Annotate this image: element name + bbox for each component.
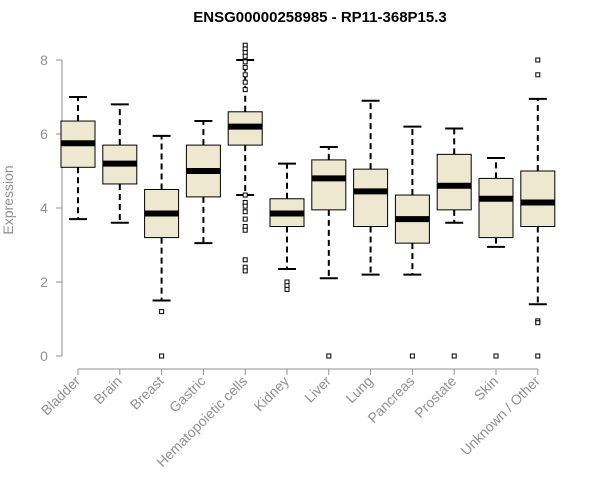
x-tick-label: Lung	[342, 373, 375, 406]
outlier-point	[535, 320, 541, 326]
box-gastric	[185, 120, 221, 245]
x-tick-label: Skin	[471, 373, 502, 404]
box-liver	[311, 145, 347, 359]
x-tick-label: Liver	[301, 373, 334, 406]
y-tick-label: 2	[40, 274, 48, 290]
outlier-point	[242, 209, 248, 215]
outlier-point	[242, 268, 248, 274]
box-unknown-other	[520, 57, 556, 359]
box-bladder	[60, 96, 96, 221]
outlier-point	[242, 216, 248, 222]
outlier-point	[242, 227, 248, 233]
outlier-point	[493, 353, 499, 359]
outlier-point	[409, 353, 415, 359]
outlier-point	[326, 353, 332, 359]
box-pancreas	[394, 125, 430, 359]
box-lung	[353, 99, 389, 276]
outlier-point	[242, 192, 248, 198]
box-hematopoietic-cells	[227, 42, 263, 274]
box-prostate	[436, 127, 472, 359]
box-body	[478, 177, 514, 239]
outlier-point	[242, 203, 248, 209]
box-breast	[144, 134, 180, 359]
x-tick-label: Unknown / Other	[457, 373, 543, 459]
outlier-point	[242, 87, 248, 93]
x-tick-label: Brain	[90, 373, 124, 407]
y-tick-label: 0	[40, 348, 48, 364]
outlier-point	[284, 286, 290, 292]
y-axis-label: Expression	[0, 165, 16, 234]
outlier-point	[159, 353, 165, 359]
box-body	[311, 159, 347, 211]
y-tick-label: 4	[40, 200, 48, 216]
outlier-point	[451, 353, 457, 359]
x-tick-label: Prostate	[411, 373, 459, 421]
outlier-point	[242, 79, 248, 85]
outlier-point	[535, 72, 541, 78]
y-tick-label: 8	[40, 52, 48, 68]
outlier-point	[535, 353, 541, 359]
x-tick-label: Kidney	[251, 373, 293, 415]
outlier-point	[535, 57, 541, 63]
box-skin	[478, 157, 514, 359]
outlier-point	[242, 257, 248, 263]
box-body	[520, 170, 556, 227]
x-tick-label: Breast	[127, 373, 167, 413]
box-kidney	[269, 162, 305, 292]
box-brain	[102, 103, 138, 224]
outlier-point	[242, 53, 248, 59]
plot-area	[60, 42, 556, 359]
outlier-point	[242, 59, 248, 65]
outlier-point	[159, 309, 165, 315]
outlier-point	[242, 72, 248, 78]
y-tick-label: 6	[40, 126, 48, 142]
outlier-point	[242, 64, 248, 70]
x-tick-label: Bladder	[38, 373, 84, 419]
box-body	[353, 168, 389, 227]
chart-title: ENSG00000258985 - RP11-368P15.3	[193, 9, 447, 26]
box-body	[436, 153, 472, 211]
y-axis: 0 2 4 6 8	[40, 52, 63, 364]
